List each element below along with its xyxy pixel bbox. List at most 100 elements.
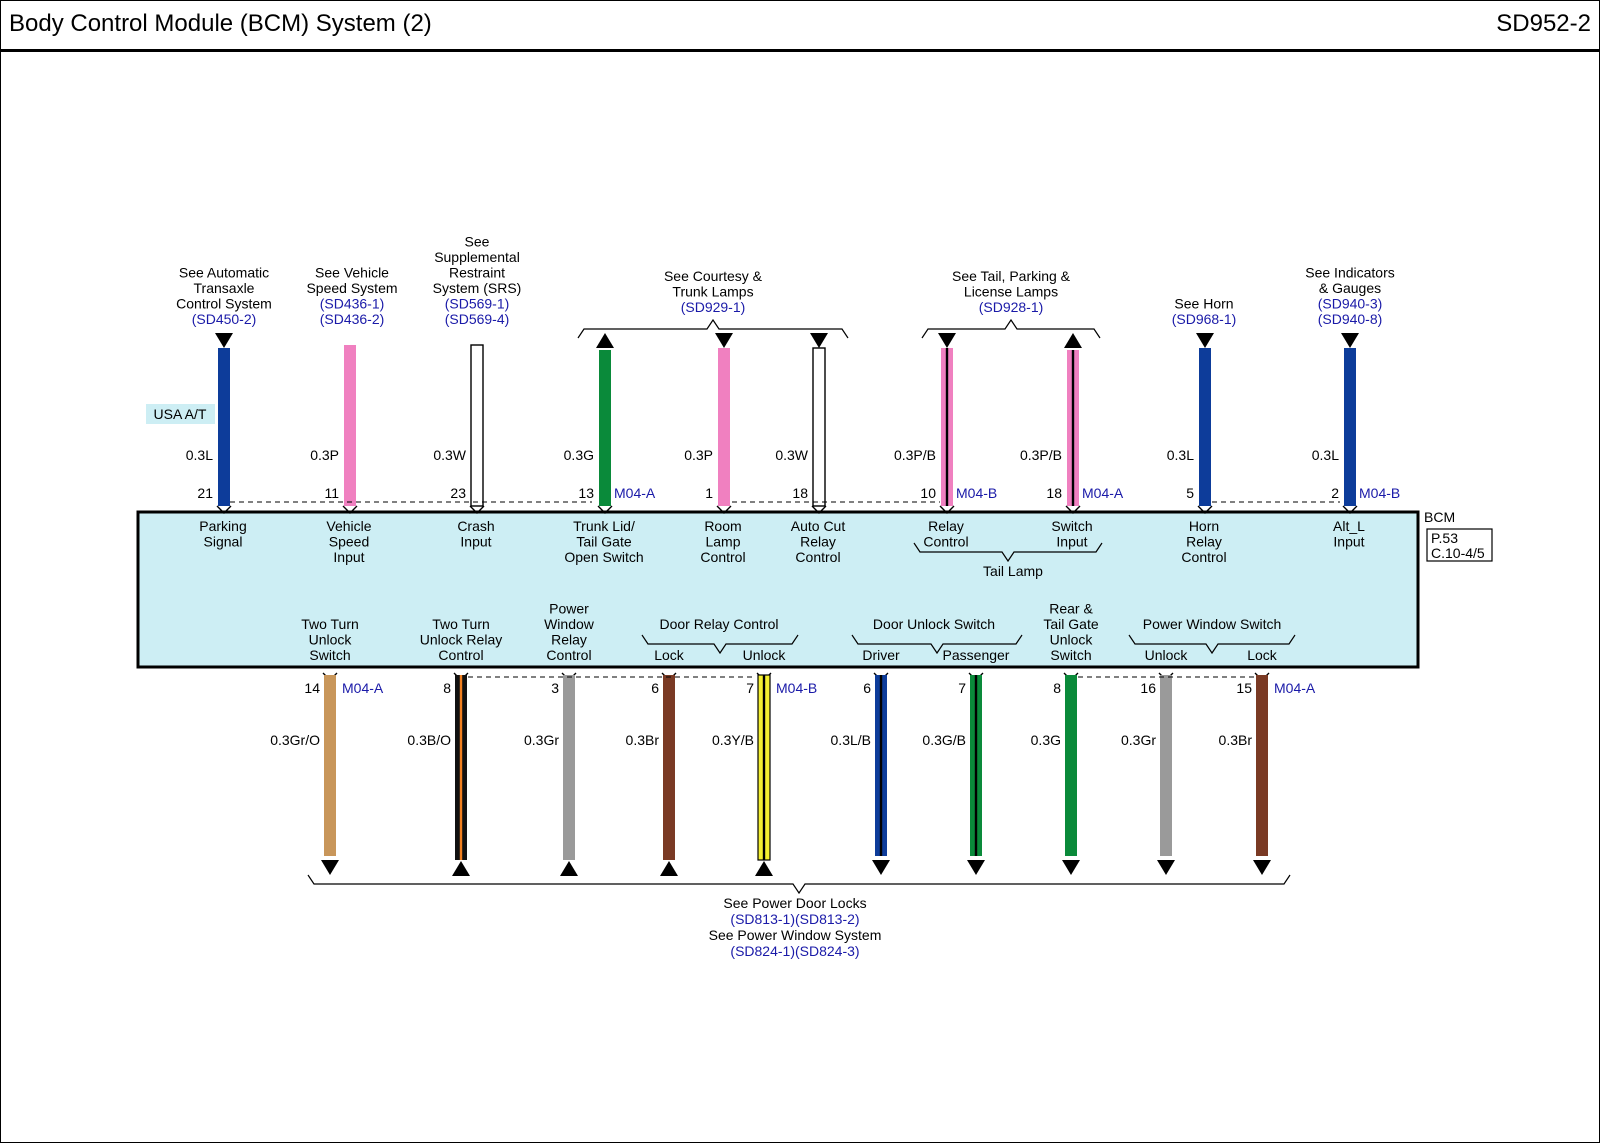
wire-spec: 0.3L/B [831,732,871,748]
option-tag-box [146,404,215,424]
pin-number: 1 [705,485,713,501]
pin-function-label: Alt_L [1333,518,1365,534]
pin-number: 6 [651,680,659,696]
bcm-page-box [1426,528,1493,562]
pin-function-label: Vehicle [326,518,371,534]
reference-text: System (SRS) [433,280,522,296]
reference-text: Control System [176,296,272,312]
pin-number: 2 [1331,485,1339,501]
bottom-wire-9 [1256,675,1268,856]
pin-function-label: Input [333,549,364,565]
top-wire-9 [1344,348,1356,506]
wire-body [344,345,356,506]
pin-number: 18 [792,485,808,501]
wire-spec: 0.3P/B [894,447,936,463]
arrow-down-icon [938,333,956,348]
pin-group-label: Power Window Switch [1143,616,1282,632]
pin-function-label: Lock [1247,647,1278,663]
pin-function-label: Control [1181,549,1226,565]
pin-function-label: Rear & [1049,601,1093,617]
pin-number: 15 [1236,680,1252,696]
bottom-wire-2 [563,675,575,860]
pin-terminal [597,505,613,514]
pin-function-label: Control [438,647,483,663]
power-window-brace [1128,634,1296,655]
pin-function-label: Power [549,601,589,617]
reference-text: See Horn [1174,296,1233,312]
bcm-name: BCM [1424,509,1455,525]
wire-stripe [945,348,949,506]
pin-terminal [811,505,827,514]
connector-id: M04-B [776,680,817,696]
pin-number: 8 [1053,680,1061,696]
connector-id: M04-A [1082,485,1124,501]
pin-group-label: Door Unlock Switch [873,616,995,632]
pin-terminal [716,505,732,514]
pin-function-label: Passenger [943,647,1010,663]
wire-spec: 0.3Br [1219,732,1253,748]
top-wire-7 [1067,350,1079,506]
pin-function-label: Tail Gate [576,534,631,550]
bottom-reference-brace [307,874,1291,895]
pin-function-label: Driver [862,647,900,663]
top-wire-5 [812,347,826,507]
wire-spec: 0.3P [684,447,713,463]
wire-spec: 0.3Br [626,732,660,748]
pin-function-label: Room [704,518,741,534]
pin-function-label: Unlock [743,647,787,663]
connector-id: M04-A [342,680,384,696]
wire-spec: 0.3P/B [1020,447,1062,463]
reference-text: (SD940-3) [1318,296,1383,312]
bottom-wire-4 [757,674,771,861]
reference-text: See Vehicle [315,265,389,281]
reference-text: Transaxle [194,280,255,296]
pin-function-label: Relay [1186,534,1222,550]
reference-text: See Automatic [179,265,269,281]
reference-text: (SD824-1)(SD824-3) [730,943,859,959]
pin-number: 14 [304,680,320,696]
reference-text: (SD436-1) [320,296,385,312]
pin-number: 6 [863,680,871,696]
pin-terminal [216,505,232,514]
wire-body [718,348,730,506]
arrow-down-icon [1062,860,1080,875]
pin-function-label: Unlock [1145,647,1189,663]
reference-text: See Power Window System [709,927,882,943]
top-wire-0 [218,348,230,506]
reference-text: (SD450-2) [192,311,257,327]
bcm-connector-ref: C.10-4/5 [1431,545,1485,561]
wire-spec: 0.3Gr/O [270,732,320,748]
wire-body [1256,675,1268,856]
reference-text: See Power Door Locks [723,895,866,911]
pin-function-label: Switch [1050,647,1091,663]
pin-function-label: Control [923,534,968,550]
pin-function-label: Switch [1051,518,1092,534]
tail-lamp-brace [913,542,1103,563]
wire-spec: 0.3G [1031,732,1061,748]
pin-function-label: Open Switch [564,549,643,565]
wire-body [812,347,826,507]
pin-number: 21 [197,485,213,501]
arrow-up-icon [1064,333,1082,348]
pin-terminal [1065,505,1081,514]
pin-function-label: Relay [928,518,964,534]
reference-text: & Gauges [1319,280,1381,296]
arrow-up-icon [560,861,578,876]
wire-body [218,348,230,506]
reference-text: (SD569-1) [445,296,510,312]
pin-function-label: Unlock Relay [420,632,502,648]
wire-body [663,675,675,860]
arrow-down-icon [810,333,828,348]
wire-body [1344,348,1356,506]
bottom-wire-1 [455,675,467,860]
reference-text: See [465,234,490,250]
connector-id: M04-A [1274,680,1316,696]
arrow-up-icon [660,861,678,876]
wire-spec: 0.3P [310,447,339,463]
pin-function-label: Lock [654,647,685,663]
pin-function-label: Relay [551,632,587,648]
reference-text: (SD569-4) [445,311,510,327]
bcm-page-ref: P.53 [1431,530,1458,546]
reference-text: (SD940-8) [1318,311,1383,327]
pin-number: 23 [450,485,466,501]
